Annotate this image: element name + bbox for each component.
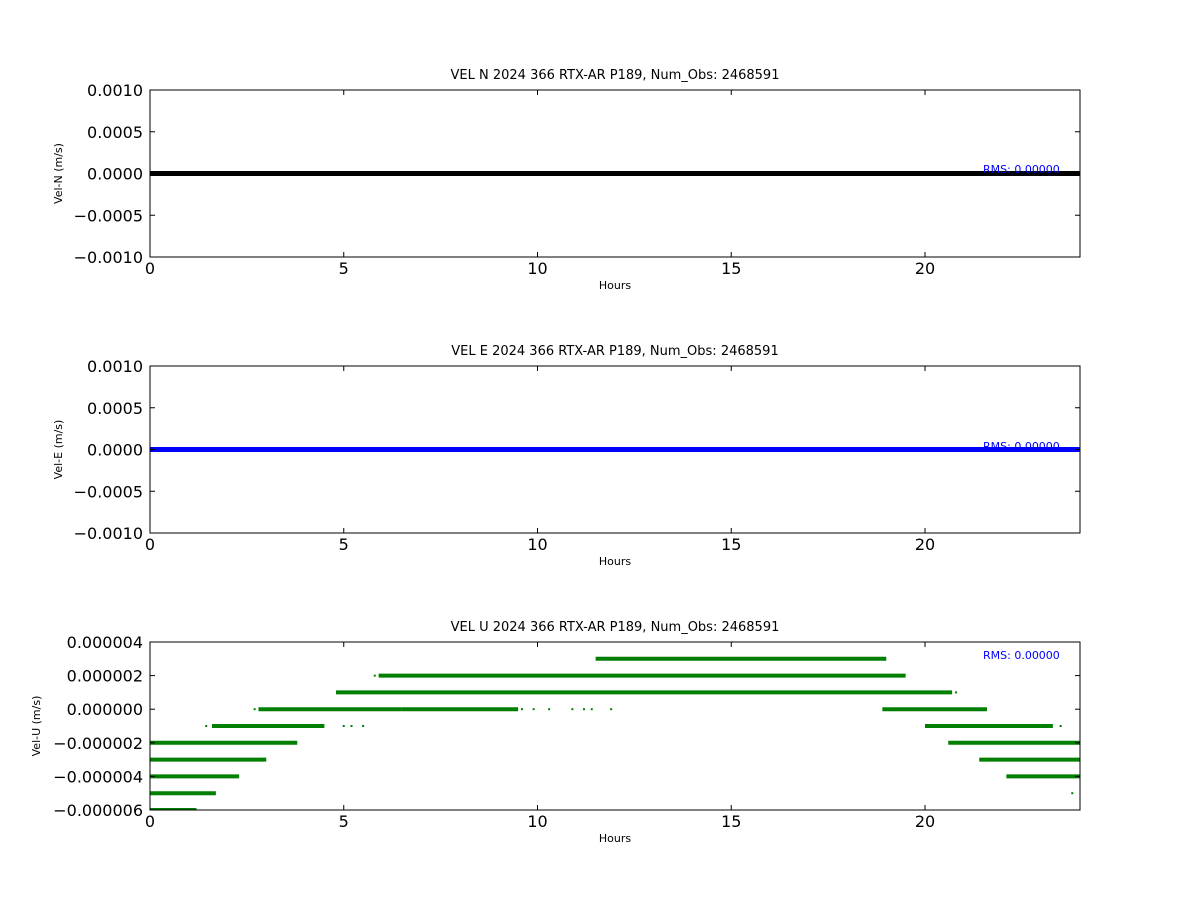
x-tick-label: 20	[915, 535, 935, 554]
data-point-0-12	[350, 725, 353, 727]
data-point-0-13	[362, 725, 365, 727]
subplot-2: VEL E 2024 366 RTX-AR P189, Num_Obs: 246…	[52, 344, 1081, 568]
data-point-0-2	[253, 708, 256, 711]
y-tick-label: 0.0005	[87, 123, 143, 142]
rms-annotation: RMS: 0.00000	[983, 440, 1060, 453]
y-tick-label: −0.000006	[53, 801, 143, 820]
x-tick-label: 15	[721, 535, 741, 554]
axes-frame	[149, 641, 1081, 811]
y-tick-label: −0.0010	[74, 524, 143, 543]
y-tick-label: 0.0010	[87, 357, 143, 376]
plot-title: VEL U 2024 366 RTX-AR P189, Num_Obs: 246…	[451, 620, 780, 635]
data-point-0-1	[955, 691, 957, 694]
x-tick-label: 10	[527, 812, 547, 831]
plot-title: VEL N 2024 366 RTX-AR P189, Num_Obs: 246…	[451, 68, 780, 83]
x-tick-label: 5	[339, 535, 349, 554]
x-tick-label: 15	[721, 812, 741, 831]
y-axis-label: Vel-N (m/s)	[52, 143, 65, 204]
y-tick-label: 0.000004	[67, 633, 143, 652]
data-point-0-9	[610, 708, 613, 711]
x-tick-label: 10	[527, 259, 547, 278]
y-axis-label: Vel-E (m/s)	[52, 420, 65, 480]
x-tick-label: 0	[145, 812, 155, 831]
y-tick-label: −0.0010	[74, 248, 143, 267]
y-tick-label: 0.0005	[87, 399, 143, 418]
y-tick-label: −0.0005	[74, 206, 143, 225]
subplot-1: VEL N 2024 366 RTX-AR P189, Num_Obs: 246…	[52, 68, 1081, 292]
x-tick-label: 0	[145, 259, 155, 278]
y-tick-label: 0.0000	[87, 441, 143, 460]
data-point-0-10	[205, 725, 208, 727]
plot-area	[150, 656, 1080, 810]
y-tick-label: 0.000000	[67, 700, 143, 719]
x-tick-label: 20	[915, 812, 935, 831]
y-tick-label: 0.0010	[87, 81, 143, 100]
plot-title: VEL E 2024 366 RTX-AR P189, Num_Obs: 246…	[451, 344, 778, 359]
data-point-0-11	[342, 725, 345, 727]
x-tick-label: 5	[339, 812, 349, 831]
x-tick-label: 0	[145, 535, 155, 554]
x-axis-label: Hours	[599, 832, 631, 845]
data-point-0-3	[521, 708, 523, 711]
data-point-0-0	[373, 674, 376, 677]
y-axis-label: Vel-U (m/s)	[30, 696, 43, 757]
x-tick-label: 5	[339, 259, 349, 278]
x-tick-label: 15	[721, 259, 741, 278]
y-tick-label: −0.0005	[74, 482, 143, 501]
y-tick-label: −0.000004	[53, 767, 143, 786]
x-tick-label: 20	[915, 259, 935, 278]
data-point-0-5	[548, 708, 551, 711]
rms-annotation: RMS: 0.00000	[983, 649, 1060, 662]
data-point-0-7	[583, 708, 585, 711]
data-point-0-4	[532, 708, 535, 711]
data-point-0-8	[590, 708, 593, 711]
data-point-0-6	[571, 708, 574, 711]
data-point-0-14	[1059, 725, 1062, 727]
data-point-0-15	[1071, 792, 1074, 795]
rms-annotation: RMS: 0.00000	[983, 163, 1060, 176]
y-tick-label: 0.0000	[87, 165, 143, 184]
y-tick-label: −0.000002	[53, 734, 143, 753]
y-tick-label: 0.000002	[67, 667, 143, 686]
subplot-3: VEL U 2024 366 RTX-AR P189, Num_Obs: 246…	[30, 620, 1081, 845]
x-axis-label: Hours	[599, 279, 631, 292]
x-tick-label: 10	[527, 535, 547, 554]
x-axis-label: Hours	[599, 555, 631, 568]
